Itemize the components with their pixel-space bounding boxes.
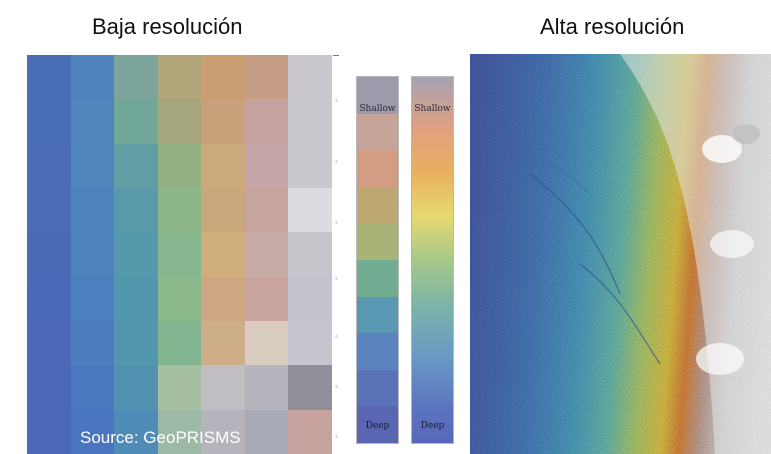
tick-label: ° [335, 435, 338, 442]
grid-cell [244, 232, 289, 277]
grid-cell [114, 55, 158, 100]
grid-cell [288, 232, 332, 277]
continuous-scale-bottom-label: Deep [420, 421, 445, 431]
source-credit: Source: GeoPRISMS [80, 428, 241, 447]
grid-cell [201, 409, 245, 454]
discrete-depth-scale: Shallow Deep [356, 76, 399, 444]
grid-cell [157, 320, 202, 366]
grid-cell [244, 55, 289, 100]
tick-label: ° [335, 385, 338, 392]
grid-cell [157, 187, 202, 233]
grid-cell [27, 409, 71, 454]
grid-cell [201, 365, 245, 410]
grid-cell [114, 409, 158, 454]
grid-cell [27, 320, 71, 366]
grid-cell [157, 232, 202, 277]
scale-step [357, 223, 398, 260]
scale-step [357, 150, 398, 187]
grid-cell [288, 99, 332, 144]
grid-cell [157, 143, 202, 188]
continuous-depth-scale: Shallow Deep [411, 76, 454, 444]
grid-cell [244, 187, 289, 233]
grid-cell [244, 409, 289, 454]
grid-cell [70, 320, 115, 366]
grid-cell [70, 55, 115, 100]
grid-cell [114, 99, 158, 144]
grid-cell [244, 320, 289, 366]
tick-label: ° [335, 277, 338, 284]
grid-cell [157, 276, 202, 321]
grid-cell [114, 365, 158, 410]
scale-step [357, 113, 398, 151]
grid-cell [27, 276, 71, 321]
grid-cell [288, 55, 332, 100]
grid-cell [70, 232, 115, 277]
grid-tick-column: ° ° ° ° ° ° ° [333, 55, 353, 454]
low-resolution-title: Baja resolución [92, 14, 243, 39]
low-resolution-grid [27, 55, 332, 454]
grid-cell [114, 320, 158, 366]
grid-cell [288, 365, 332, 410]
grid-cell [70, 276, 115, 321]
seamount-shape [732, 124, 760, 144]
grid-cell [201, 55, 245, 100]
grid-cell [201, 320, 245, 366]
grid-cell [157, 365, 202, 410]
grid-cell [288, 276, 332, 321]
scale-step [357, 186, 398, 224]
grid-cell [244, 143, 289, 188]
grid-cell [114, 232, 158, 277]
grid-cell [201, 276, 245, 321]
continuous-scale-top-label: Shallow [414, 104, 451, 114]
grid-cell [288, 143, 332, 188]
grid-cell [288, 320, 332, 366]
scale-step [357, 259, 398, 297]
grid-cell [201, 99, 245, 144]
tick-label: ° [335, 221, 338, 228]
grid-cell [157, 99, 202, 144]
grid-cell [201, 187, 245, 233]
grid-cell [114, 187, 158, 233]
grid-cell [244, 276, 289, 321]
grid-cell [288, 187, 332, 233]
discrete-scale-bottom-label: Deep [365, 421, 390, 431]
grid-cell [27, 143, 71, 188]
grid-cell [27, 99, 71, 144]
discrete-scale-top-label: Shallow [359, 104, 396, 114]
grid-cell [70, 409, 115, 454]
high-resolution-bathymetry [470, 54, 771, 454]
tick-mark [333, 55, 339, 56]
grid-cell [70, 99, 115, 144]
tick-label: ° [335, 99, 338, 106]
grid-cell [27, 187, 71, 233]
grid-cell [157, 55, 202, 100]
scale-step [357, 77, 398, 114]
scale-step [357, 369, 398, 407]
grid-cell [27, 232, 71, 277]
grid-cell [244, 365, 289, 410]
grid-cell [157, 409, 202, 454]
seamount-shape [702, 135, 742, 163]
scale-step [357, 333, 398, 370]
grid-cell [114, 143, 158, 188]
scale-step [357, 406, 398, 443]
seamount-shape [710, 230, 754, 258]
high-resolution-map [470, 54, 771, 454]
grid-cell [27, 365, 71, 410]
grid-cell [27, 55, 71, 100]
grid-cell [70, 187, 115, 233]
grid-cell [114, 276, 158, 321]
tick-label: ° [335, 160, 338, 167]
grid-cell [201, 232, 245, 277]
grid-cell [244, 99, 289, 144]
grid-cell [288, 409, 332, 454]
grid-cell [70, 143, 115, 188]
tick-label: ° [335, 335, 338, 342]
grid-cell [201, 143, 245, 188]
scale-step [357, 296, 398, 334]
grid-cell [70, 365, 115, 410]
seamount-shape [696, 343, 744, 375]
high-resolution-title: Alta resolución [540, 14, 685, 39]
